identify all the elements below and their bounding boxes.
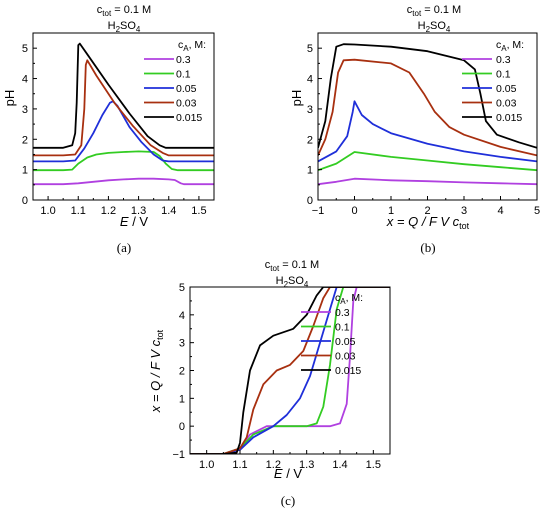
x-tick-label: 1.4 <box>161 205 176 217</box>
panel-letter: (b) <box>420 240 435 255</box>
legend-label-0.1: 0.1 <box>176 69 191 81</box>
y-tick-label: 3 <box>307 104 313 116</box>
legend-label-0.3: 0.3 <box>496 54 511 66</box>
legend-label-0.05: 0.05 <box>335 336 356 348</box>
y-tick-label: −1 <box>172 449 185 461</box>
chart-title-line-1: ctot = 0.1 M <box>265 259 319 273</box>
x-tick-label: 2 <box>424 205 430 217</box>
chart-panel-c: 1.0 1.1 1.2 1.3 1.4 1.5 −1 0 1 2 3 4 5 ctot = 0.1 M H2… <box>148 259 391 508</box>
series-line-0.015 <box>190 287 390 454</box>
x-tick-label: 5 <box>534 205 540 217</box>
x-axis-label: x = Q / F V ctot <box>386 214 470 231</box>
series-line-0.05 <box>318 100 537 163</box>
series-line-0.1 <box>318 151 537 172</box>
x-tick-label: 0 <box>351 205 357 217</box>
legend-label-0.03: 0.03 <box>176 98 197 110</box>
y-tick-label: 5 <box>179 282 185 294</box>
x-tick-label: 1.2 <box>266 459 281 471</box>
chart-title-line-2: H2SO4 <box>108 20 141 34</box>
series-line-0.1 <box>33 150 214 172</box>
x-tick-label: 3 <box>461 205 467 217</box>
legend-label-0.015: 0.015 <box>176 112 202 124</box>
y-tick-label: 0 <box>307 195 313 207</box>
chart-title-line-1: ctot = 0.1 M <box>97 4 151 18</box>
legend-label-0.03: 0.03 <box>496 98 517 110</box>
legend-label-0.1: 0.1 <box>335 322 350 334</box>
y-tick-label: 4 <box>307 74 313 86</box>
x-tick-label: 1.3 <box>299 459 314 471</box>
chart-title-line-1: ctot = 0.1 M <box>407 4 461 18</box>
x-tick-label: 1.0 <box>40 205 55 217</box>
y-tick-label: 4 <box>22 74 28 86</box>
legend-title: cA, M: <box>178 39 206 53</box>
series-line-0.03 <box>318 58 537 157</box>
y-tick-label: 1 <box>307 165 313 177</box>
chart-title-line-2: H2SO4 <box>418 20 451 34</box>
y-tick-label: 2 <box>307 134 313 146</box>
x-tick-label: −1 <box>312 205 325 217</box>
x-tick-label: 1 <box>388 205 394 217</box>
legend-label-0.015: 0.015 <box>335 365 361 377</box>
y-tick-label: 5 <box>22 43 28 55</box>
series-line-0.015 <box>33 42 214 149</box>
x-axis-label: E / V <box>274 466 303 481</box>
chart-panel-a: 1.0 1.1 1.2 1.3 1.4 1.5 0 1 2 3 4 5 ctot = 0.1 M H2SO… <box>2 4 215 255</box>
y-tick-label: 1 <box>179 393 185 405</box>
series-line-0.3 <box>33 177 214 186</box>
legend-title: cA, M: <box>335 292 363 306</box>
x-tick-label: 1.1 <box>71 205 86 217</box>
y-tick-label: 5 <box>307 43 313 55</box>
y-tick-label: 2 <box>22 134 28 146</box>
y-axis-label: pH <box>2 90 17 107</box>
y-tick-label: 0 <box>179 421 185 433</box>
x-tick-label: 1.2 <box>101 205 116 217</box>
x-tick-label: 1.1 <box>232 459 247 471</box>
legend-label-0.03: 0.03 <box>335 351 356 363</box>
x-tick-label: 4 <box>497 205 503 217</box>
legend-title: cA, M: <box>496 39 524 53</box>
legend-label-0.05: 0.05 <box>176 83 197 95</box>
legend-label-0.3: 0.3 <box>335 307 350 319</box>
y-axis-label: x = Q / F V ctot <box>148 329 165 413</box>
x-tick-label: 1.5 <box>366 459 381 471</box>
y-tick-label: 2 <box>179 366 185 378</box>
x-tick-label: 1.5 <box>191 205 206 217</box>
panel-letter: (a) <box>117 240 131 255</box>
x-tick-label: 1.3 <box>131 205 146 217</box>
series-line-0.3 <box>318 177 537 186</box>
legend-label-0.3: 0.3 <box>176 54 191 66</box>
y-tick-label: 3 <box>179 338 185 350</box>
y-tick-label: 1 <box>22 165 28 177</box>
legend-label-0.05: 0.05 <box>496 83 517 95</box>
series-line-0.015 <box>318 43 537 149</box>
x-tick-label: 1.0 <box>199 459 214 471</box>
legend-label-0.015: 0.015 <box>496 112 522 124</box>
y-tick-label: 3 <box>22 104 28 116</box>
y-axis-label: pH <box>289 90 304 107</box>
series-line-0.03 <box>190 287 390 454</box>
chart-title-line-2: H2SO4 <box>276 275 309 289</box>
x-tick-label: 1.4 <box>332 459 347 471</box>
series-line-0.03 <box>33 59 214 157</box>
panel-letter: (c) <box>281 493 295 508</box>
y-tick-label: 0 <box>22 195 28 207</box>
y-tick-label: 4 <box>179 310 185 322</box>
x-axis-label: E / V <box>120 214 149 229</box>
legend-label-0.1: 0.1 <box>496 69 511 81</box>
